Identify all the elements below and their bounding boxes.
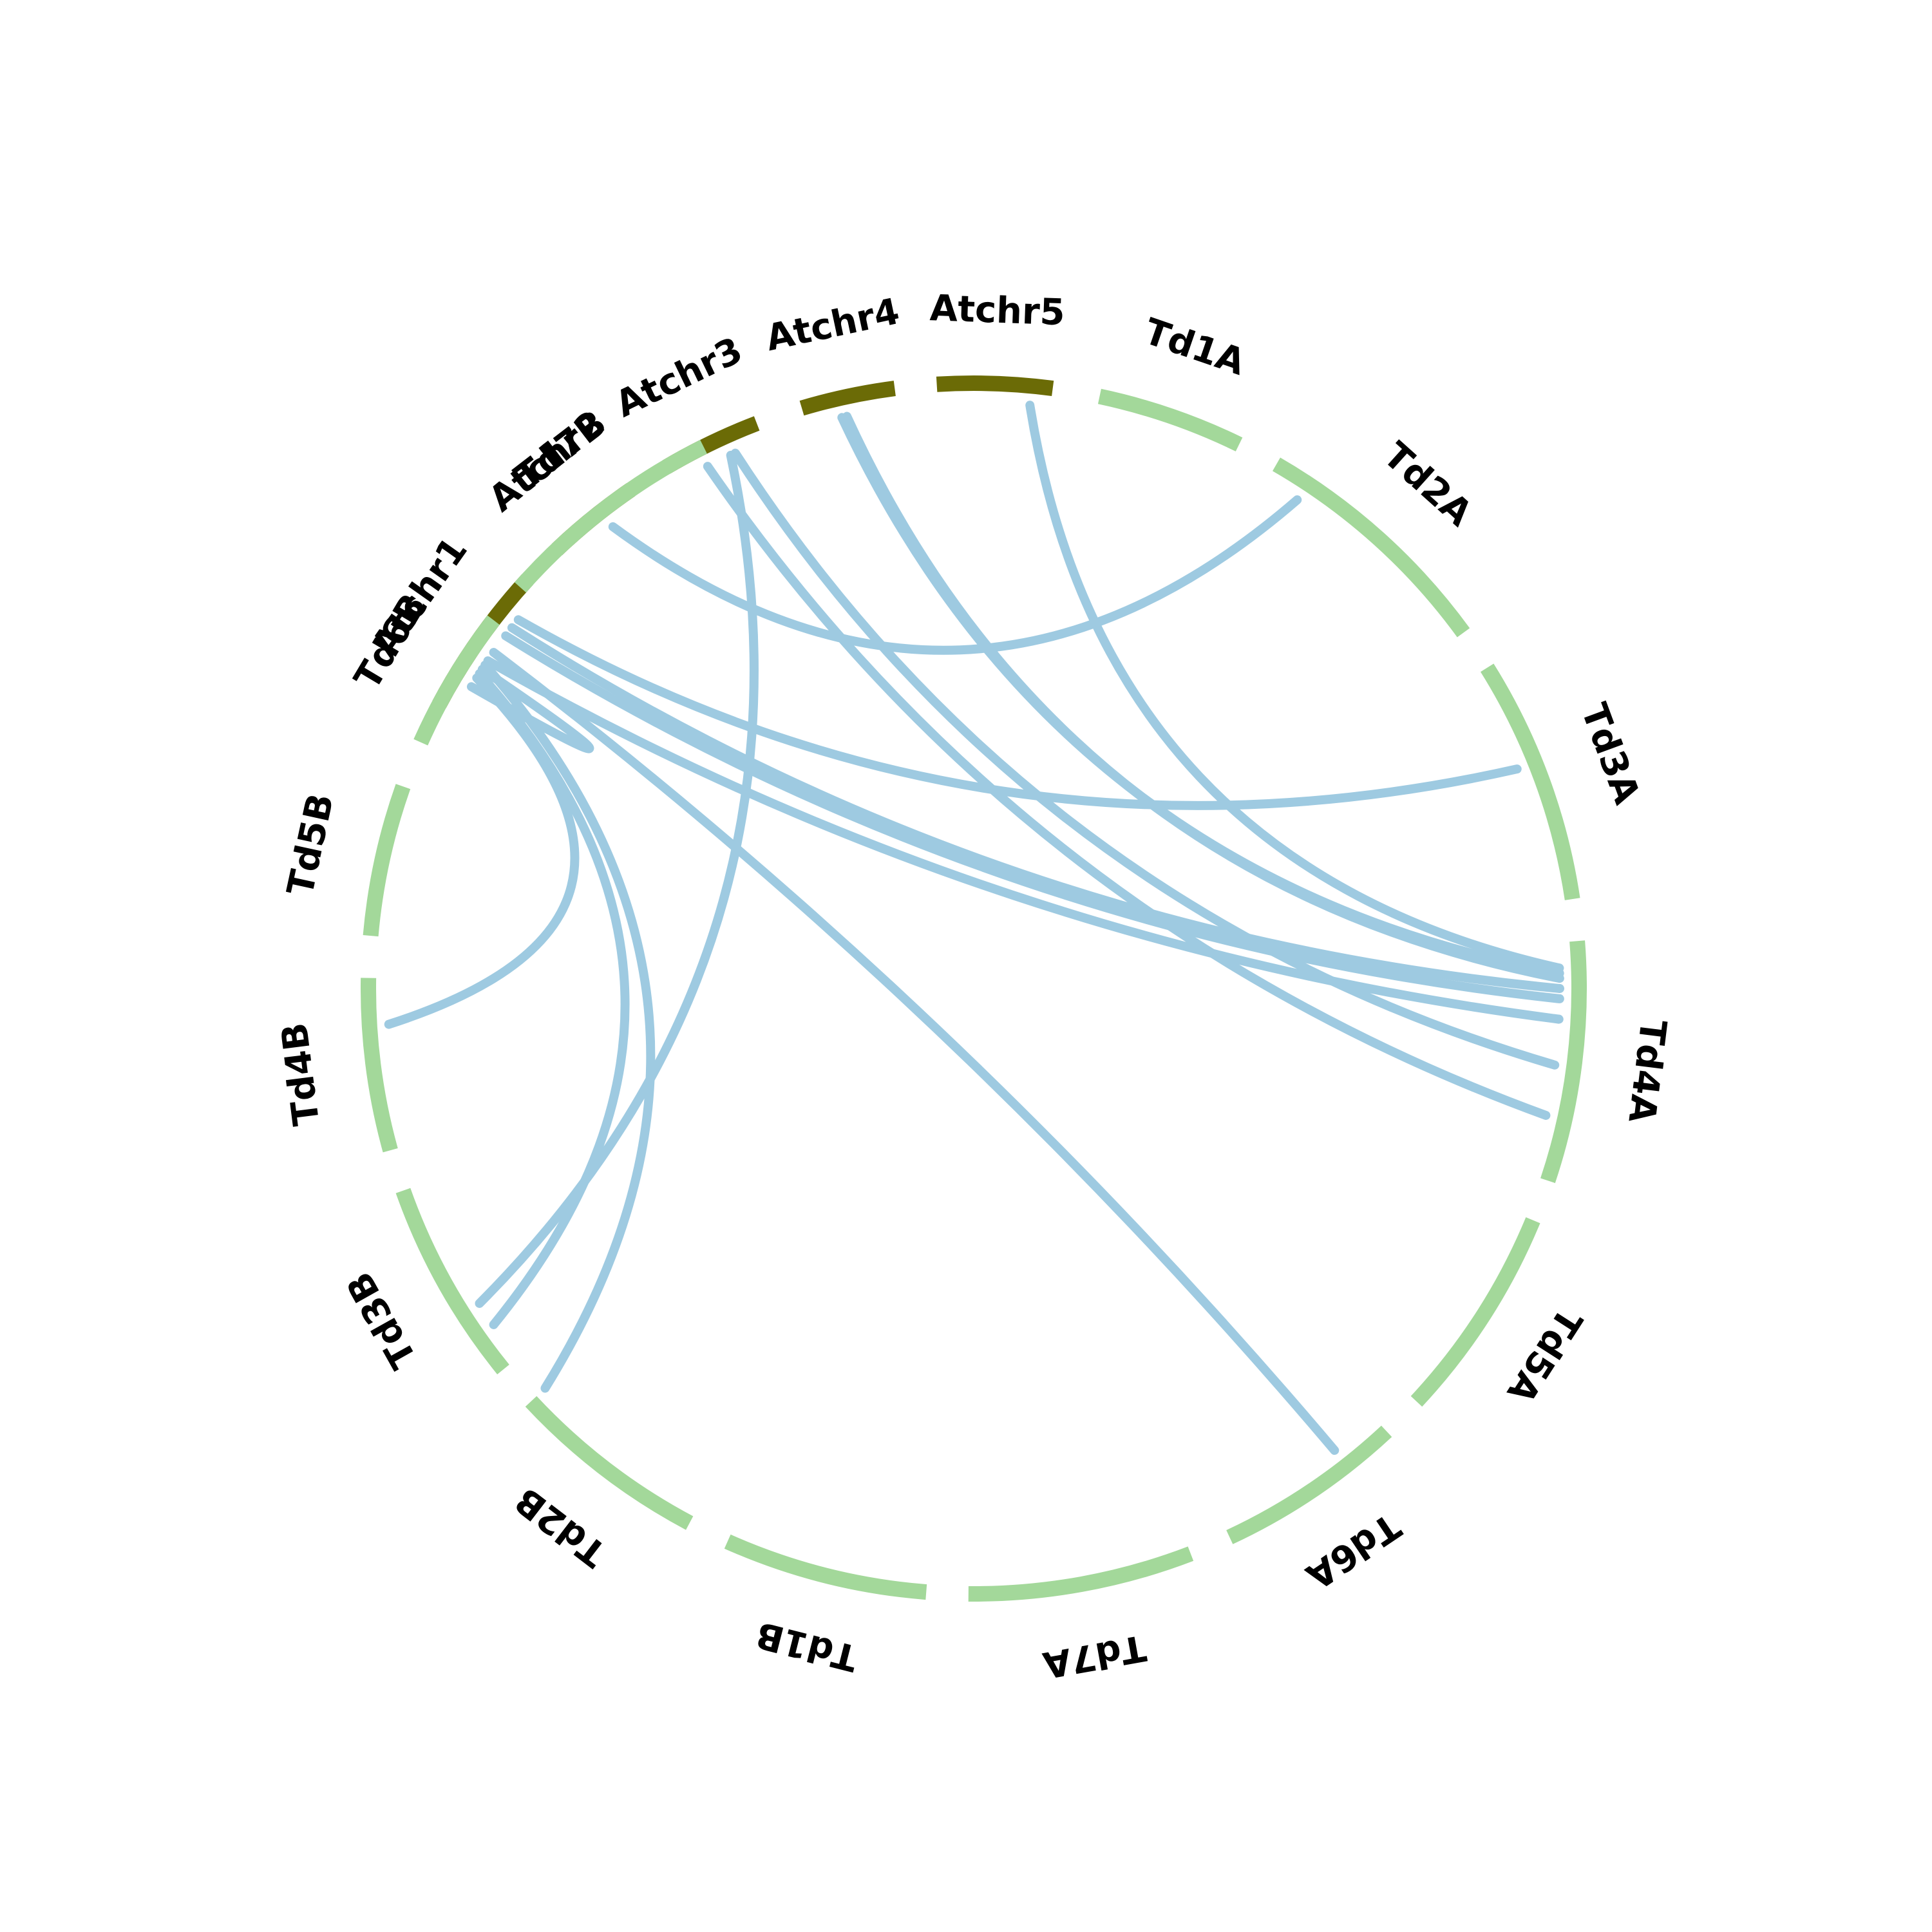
- segment-td5a: [1410, 1217, 1540, 1407]
- segment-td3a: [1480, 663, 1580, 900]
- segment-td1a: [1097, 388, 1243, 451]
- link-atchr1-td3a: [513, 615, 1522, 810]
- segment-td6a: [1226, 1425, 1392, 1544]
- link-atchr3-td4a: [703, 462, 1551, 1120]
- segment-label-atchr4: Atchr4: [762, 290, 904, 359]
- segment-label-atchr5: Atchr5: [929, 287, 1066, 334]
- segment-td4b: [361, 978, 398, 1153]
- link-atchr1-td4a: [483, 656, 1564, 1024]
- link-atchr1-td4b: [384, 673, 580, 1029]
- segment-label-td7b: Td7B: [507, 402, 614, 498]
- segment-td1b: [724, 1534, 927, 1600]
- segment-td4a: [1540, 940, 1587, 1184]
- segment-label-td6a: Td6A: [1298, 1504, 1408, 1597]
- links-layer: [384, 401, 1564, 1455]
- segment-td7b: [514, 440, 707, 593]
- link-atchr1-td4a: [507, 623, 1564, 993]
- link-atchr4-td4a: [837, 413, 1564, 978]
- segment-label-td1a: Td1A: [1139, 310, 1251, 384]
- segment-label-td2b: Td2B: [507, 1479, 614, 1575]
- segment-label-td4a: Td4A: [1620, 1018, 1674, 1126]
- segment-label-atchr3: Atchr3: [609, 329, 749, 426]
- segment-td6b: [413, 615, 500, 746]
- segment-td7a: [968, 1546, 1194, 1602]
- segment-td2b: [525, 1396, 694, 1530]
- segment-td2a: [1272, 457, 1470, 638]
- segment-label-td4b: Td4B: [274, 1021, 328, 1128]
- segment-label-td1b: Td1B: [752, 1613, 862, 1679]
- segment-label-td2a: Td2A: [1375, 434, 1480, 535]
- link-atchr2-td2a: [608, 495, 1302, 655]
- segment-label-td5b: Td5B: [279, 790, 342, 899]
- link-atchr3-td4a: [730, 448, 1560, 1070]
- link-atchr1-td4a: [501, 631, 1564, 1003]
- segment-label-td5a: Td5A: [1499, 1301, 1590, 1411]
- link-atchr1-td2b: [480, 660, 656, 1393]
- link-atchr1-td6b: [466, 665, 594, 753]
- segment-label-td6b: Td6B: [346, 587, 435, 697]
- segment-label-td7a: Td7A: [1039, 1626, 1149, 1686]
- link-atchr5-td4a: [1025, 401, 1564, 973]
- segment-atchr5: [936, 375, 1054, 396]
- link-atchr1-td6a: [489, 648, 1340, 1455]
- segment-td3b: [395, 1188, 509, 1375]
- segments-layer: [361, 375, 1587, 1602]
- segment-td5b: [363, 784, 411, 937]
- segment-atchr4: [799, 381, 896, 416]
- segment-label-td3a: Td3A: [1573, 698, 1648, 810]
- segment-label-td3b: Td3B: [339, 1265, 426, 1375]
